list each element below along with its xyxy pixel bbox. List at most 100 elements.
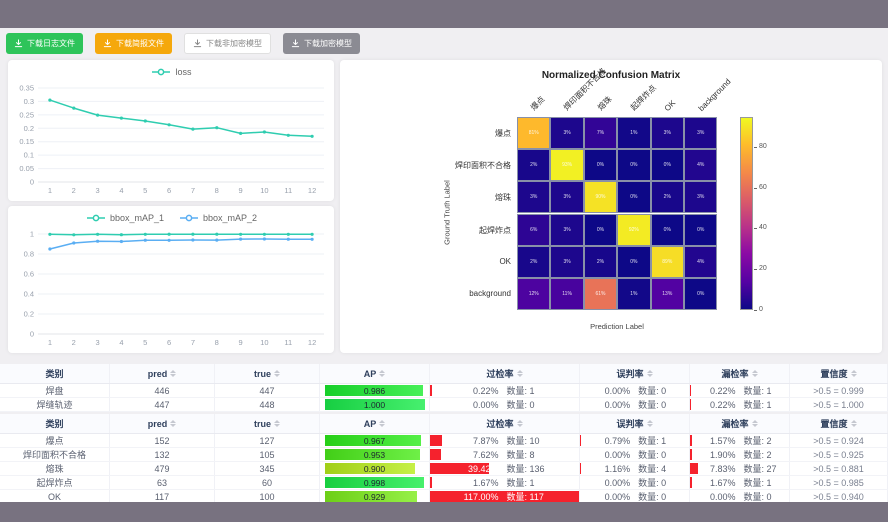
sort-icon[interactable]	[379, 420, 386, 427]
col-header-7[interactable]: 置信度	[790, 414, 888, 433]
col-header-6[interactable]: 漏检率	[690, 414, 790, 433]
legend-marker-icon	[86, 214, 105, 222]
cell-confidence: >0.5 = 1.000	[790, 398, 888, 411]
sort-icon[interactable]	[274, 370, 280, 377]
col-header-7[interactable]: 置信度	[790, 364, 888, 383]
svg-text:7: 7	[191, 338, 195, 347]
cell-rate: 0.00% 数量: 0	[580, 398, 690, 411]
svg-text:7: 7	[191, 186, 195, 195]
matrix-cell: 12%	[517, 277, 551, 311]
table-row: 起焊炸点 63 60 0.998 1.67% 数量: 1 0.00% 数量: 0 1.67% 数量…	[0, 476, 888, 490]
svg-text:10: 10	[260, 186, 268, 195]
cell-rate: 1.67% 数量: 1	[690, 476, 790, 489]
sort-icon[interactable]	[516, 370, 523, 377]
svg-text:5: 5	[143, 338, 147, 347]
svg-text:10: 10	[260, 338, 268, 347]
col-header-4[interactable]: 过检率	[430, 364, 580, 383]
cell-rate: 0.79% 数量: 1	[580, 434, 690, 447]
download-encrypted-model-label: 下载加密模型	[304, 39, 352, 48]
cell-rate: 117.00% 数量: 117	[430, 490, 580, 503]
sort-icon[interactable]	[646, 420, 653, 427]
legend-item-bbox_mAP_1[interactable]: bbox_mAP_1	[85, 213, 164, 223]
rate-bar	[580, 463, 582, 474]
sort-icon[interactable]	[850, 370, 857, 377]
rate-bar	[430, 449, 442, 460]
cell-rate: 1.16% 数量: 4	[580, 462, 690, 475]
cell-rate: 0.00% 数量: 0	[580, 448, 690, 461]
sort-icon[interactable]	[646, 370, 653, 377]
legend-marker-icon	[180, 214, 198, 222]
legend-label: bbox_mAP_1	[109, 213, 164, 223]
download-plain-model-button[interactable]: 下载非加密模型	[184, 33, 271, 54]
matrix-col-label: background	[696, 77, 733, 113]
cell-rate: 0.00% 数量: 0	[580, 476, 690, 489]
metrics-table-2: 类别 pred true AP 过检率 误判率 漏检率 置信度 爆点 152 127 0.967 7.8…	[0, 414, 888, 504]
matrix-cell: 2%	[650, 181, 684, 214]
cell-class: 焊印面积不合格	[0, 448, 110, 461]
cell-rate: 0.00% 数量: 0	[580, 384, 690, 397]
table-row: 焊缝轨迹 447 448 1.000 0.00% 数量: 0 0.00% 数量: 0 0.22%…	[0, 398, 888, 412]
matrix-cell: 13%	[650, 277, 684, 311]
download-report-button[interactable]: 下载简报文件	[95, 33, 172, 54]
sort-icon[interactable]	[850, 420, 857, 427]
matrix-cell: 90%	[583, 181, 618, 214]
matrix-cell: 92%	[617, 213, 651, 246]
col-header-2[interactable]: true	[215, 414, 320, 433]
svg-text:0.2: 0.2	[24, 124, 34, 133]
sort-icon[interactable]	[274, 420, 280, 427]
matrix-col-label: 起焊炸点	[628, 83, 658, 113]
cell-rate: 7.83% 数量: 27	[690, 462, 790, 475]
colorbar-tick	[754, 268, 757, 270]
ap-bar	[324, 435, 422, 446]
rate-bar	[430, 435, 442, 446]
cell-rate: 1.67% 数量: 1	[430, 476, 580, 489]
table-row: 焊盘 446 447 0.986 0.22% 数量: 1 0.00% 数量: 0 0.22% 数量…	[0, 384, 888, 398]
svg-text:8: 8	[215, 338, 219, 347]
col-header-6[interactable]: 漏检率	[690, 364, 790, 383]
sort-icon[interactable]	[751, 370, 758, 377]
sort-icon[interactable]	[379, 370, 386, 377]
matrix-cell: 0%	[684, 277, 718, 311]
col-header-1[interactable]: pred	[110, 414, 215, 433]
col-header-5[interactable]: 误判率	[580, 414, 690, 433]
colorbar-tick	[754, 147, 757, 148]
col-header-1[interactable]: pred	[110, 364, 215, 383]
svg-text:0.4: 0.4	[24, 290, 34, 299]
download-log-button[interactable]: 下载日志文件	[6, 33, 83, 54]
sort-icon[interactable]	[170, 370, 177, 377]
cell-true: 60	[215, 476, 320, 489]
colorbar-tick-label: 0	[759, 305, 763, 313]
matrix-cell: 2%	[517, 149, 551, 182]
cell-confidence: >0.5 = 0.999	[790, 384, 888, 397]
matrix-row-label: OK	[499, 256, 511, 266]
cell-rate: 0.00% 数量: 0	[690, 490, 790, 503]
rate-bar	[690, 477, 692, 488]
sort-icon[interactable]	[516, 420, 523, 427]
cell-class: 焊缝轨迹	[0, 398, 110, 411]
matrix-row-label: 焊印面积不合格	[455, 161, 511, 171]
cell-ap: 0.998	[320, 476, 430, 489]
metrics-table-1: 类别 pred true AP 过检率 误判率 漏检率 置信度 焊盘 446 447 0.986 0.2…	[0, 364, 888, 412]
download-encrypted-model-button[interactable]: 下载加密模型	[283, 33, 360, 54]
col-header-4[interactable]: 过检率	[430, 414, 580, 433]
cell-pred: 479	[110, 462, 215, 475]
matrix-col-label: OK	[662, 98, 678, 113]
download-plain-model-label: 下载非加密模型	[206, 39, 262, 48]
col-header-5[interactable]: 误判率	[580, 364, 690, 383]
cell-class: 熔珠	[0, 462, 110, 475]
cell-confidence: >0.5 = 0.881	[790, 462, 888, 475]
matrix-cell: 61%	[583, 277, 618, 311]
svg-text:0.35: 0.35	[19, 84, 34, 93]
legend-item-bbox_mAP_2[interactable]: bbox_mAP_2	[178, 213, 257, 223]
svg-text:12: 12	[308, 338, 316, 347]
col-header-2[interactable]: true	[215, 364, 320, 383]
ap-bar	[324, 491, 418, 502]
cell-ap: 1.000	[320, 398, 430, 411]
col-header-3[interactable]: AP	[320, 364, 430, 383]
rate-bar	[690, 463, 698, 474]
legend-item-loss[interactable]: loss	[150, 67, 192, 77]
sort-icon[interactable]	[170, 420, 177, 427]
sort-icon[interactable]	[751, 420, 758, 427]
col-header-3[interactable]: AP	[320, 414, 430, 433]
